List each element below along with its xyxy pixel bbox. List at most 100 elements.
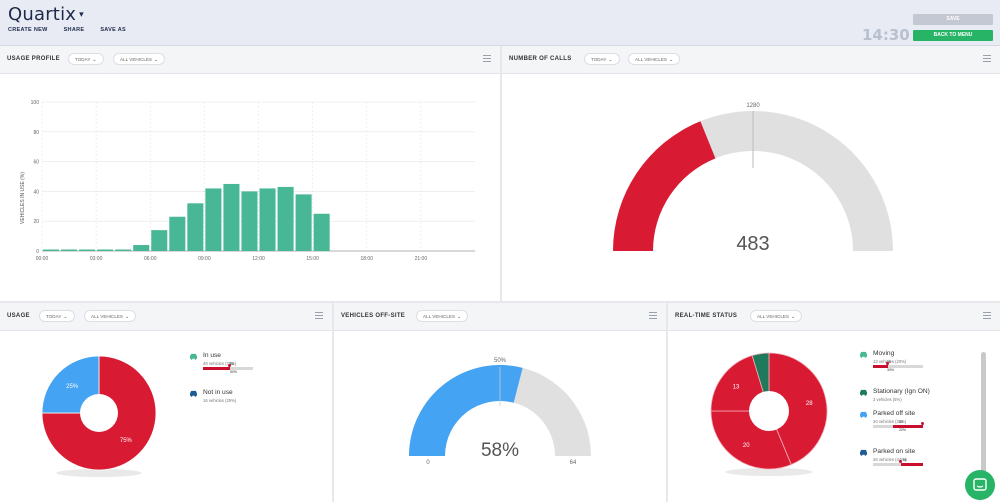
legend-sub: 48 vehicles (75%) bbox=[203, 361, 237, 366]
chevron-down-icon: ⌄ bbox=[92, 57, 97, 63]
save-as-link[interactable]: SAVE AS bbox=[100, 27, 126, 33]
chevron-down-icon: ⌄ bbox=[457, 314, 462, 320]
target-bar-fill bbox=[873, 365, 888, 368]
pie-slice bbox=[710, 354, 770, 412]
y-tick-label: 0 bbox=[36, 249, 39, 255]
menu-icon[interactable] bbox=[315, 312, 323, 319]
usage-profile-chart: VEHICLES IN USE (%) 0 20 40 60 80 100 00:00 03:… bbox=[20, 100, 475, 262]
real-time-status-chart: 28 20 13 bbox=[710, 352, 828, 476]
slice-label: 28 bbox=[806, 401, 813, 407]
car-icon bbox=[860, 411, 867, 418]
chat-icon bbox=[973, 478, 987, 491]
gauge-value: 483 bbox=[736, 233, 769, 255]
scrollbar-thumb[interactable] bbox=[981, 352, 986, 482]
bar bbox=[61, 249, 78, 251]
target-bar-label: 20% bbox=[899, 428, 907, 432]
chat-button[interactable] bbox=[965, 470, 995, 500]
vehicles-filter[interactable]: ALL VEHICLES ⌄ bbox=[84, 310, 137, 322]
target-marker-icon bbox=[228, 364, 231, 367]
x-tick-label: 18:00 bbox=[360, 256, 373, 262]
target-bar-top-label: 50 bbox=[887, 360, 891, 364]
panel-header: USAGE TODAY ⌄ ALL VEHICLES ⌄ bbox=[0, 303, 332, 331]
x-tick-label: 21:00 bbox=[415, 256, 428, 262]
panel-title: USAGE PROFILE bbox=[7, 56, 60, 62]
target-bar-top-label: 50 bbox=[230, 362, 234, 366]
bar bbox=[277, 186, 294, 251]
vehicles-filter[interactable]: ALL VEHICLES ⌄ bbox=[750, 310, 803, 322]
bar bbox=[43, 249, 60, 251]
brand-menu[interactable]: Quartix ▾ bbox=[8, 4, 84, 25]
car-icon bbox=[190, 353, 197, 360]
menu-icon[interactable] bbox=[649, 312, 657, 319]
usage-profile-panel: USAGE PROFILE TODAY ⌄ ALL VEHICLES ⌄ VEHIC… bbox=[0, 46, 500, 301]
gauge-top-label: 50% bbox=[494, 358, 507, 364]
gauge-fill bbox=[409, 365, 523, 456]
panel-title: REAL-TIME STATUS bbox=[675, 313, 738, 319]
vehicles-filter-label: ALL VEHICLES bbox=[757, 314, 790, 319]
top-bar: Quartix ▾ CREATE NEW SHARE SAVE AS 14:30 … bbox=[0, 0, 1000, 46]
panel-header: VEHICLES OFF-SITE ALL VEHICLES ⌄ bbox=[334, 303, 666, 331]
legend-sub: 13 vehicles (20%) bbox=[873, 359, 907, 364]
car-icon bbox=[860, 351, 867, 358]
target-bar-fill bbox=[893, 425, 923, 428]
bar bbox=[151, 230, 168, 251]
target-bar: 50 50% bbox=[203, 362, 253, 374]
vehicles-off-site-panel: VEHICLES OFF-SITE ALL VEHICLES ⌄ 50% 58% … bbox=[334, 303, 666, 502]
x-tick-label: 09:00 bbox=[198, 256, 211, 262]
bar bbox=[205, 188, 222, 251]
menu-icon[interactable] bbox=[483, 55, 491, 62]
vehicles-filter[interactable]: ALL VEHICLES ⌄ bbox=[416, 310, 469, 322]
x-tick-label: 12:00 bbox=[252, 256, 265, 262]
gauge-fill bbox=[613, 121, 716, 251]
period-filter-label: TODAY bbox=[46, 314, 62, 319]
bar bbox=[313, 213, 330, 251]
period-filter-label: TODAY bbox=[75, 57, 91, 62]
vehicles-filter[interactable]: ALL VEHICLES ⌄ bbox=[628, 53, 681, 65]
y-tick-label: 40 bbox=[33, 189, 39, 195]
target-bar-top-label: 50 bbox=[903, 458, 907, 462]
legend-label: Moving bbox=[873, 350, 895, 357]
bar bbox=[115, 249, 132, 251]
number-of-calls-panel: NUMBER OF CALLS TODAY ⌄ ALL VEHICLES ⌄ 128… bbox=[502, 46, 1000, 301]
period-filter[interactable]: TODAY ⌄ bbox=[584, 53, 620, 65]
car-icon bbox=[860, 449, 867, 456]
bar bbox=[241, 191, 258, 251]
share-link[interactable]: SHARE bbox=[63, 27, 85, 33]
target-bar-label: 50% bbox=[230, 370, 238, 374]
legend-label: In use bbox=[203, 352, 221, 359]
gauge-max-label: 1280 bbox=[746, 103, 760, 109]
pie-slice bbox=[41, 355, 100, 414]
period-filter[interactable]: TODAY ⌄ bbox=[39, 310, 75, 322]
period-filter[interactable]: TODAY ⌄ bbox=[68, 53, 104, 65]
calls-gauge: 1280 483 bbox=[613, 103, 893, 255]
menu-icon[interactable] bbox=[983, 312, 991, 319]
create-new-link[interactable]: CREATE NEW bbox=[8, 27, 48, 33]
y-tick-label: 100 bbox=[31, 100, 40, 106]
vehicles-filter-label: ALL VEHICLES bbox=[423, 314, 456, 319]
save-button[interactable]: SAVE bbox=[913, 14, 993, 25]
target-bar: 50 bbox=[873, 458, 923, 466]
chevron-down-icon: ⌄ bbox=[669, 57, 674, 63]
legend-label: Parked off site bbox=[873, 410, 916, 417]
chart-shadow bbox=[56, 469, 142, 477]
chevron-down-icon: ⌄ bbox=[125, 314, 130, 320]
top-menu: CREATE NEW SHARE SAVE AS bbox=[8, 27, 126, 33]
clock: 14:30 bbox=[862, 26, 910, 44]
panel-title: USAGE bbox=[7, 313, 30, 319]
donut-hole bbox=[80, 394, 118, 432]
legend-sub: 28 vehicles (44%) bbox=[873, 457, 907, 462]
slice-label: 13 bbox=[733, 385, 740, 391]
target-marker-icon bbox=[899, 460, 902, 463]
panel-title: NUMBER OF CALLS bbox=[509, 56, 572, 62]
pie-slice bbox=[41, 355, 157, 471]
back-to-menu-button[interactable]: BACK TO MENU bbox=[913, 30, 993, 41]
vehicles-filter[interactable]: ALL VEHICLES ⌄ bbox=[113, 53, 166, 65]
menu-icon[interactable] bbox=[983, 55, 991, 62]
brand-name: Quartix bbox=[8, 4, 77, 25]
panel-header: REAL-TIME STATUS ALL VEHICLES ⌄ bbox=[668, 303, 1000, 331]
x-tick-label: 15:00 bbox=[306, 256, 319, 262]
chevron-down-icon: ⌄ bbox=[791, 314, 796, 320]
chevron-down-icon: ⌄ bbox=[154, 57, 159, 63]
x-tick-label: 00:00 bbox=[36, 256, 49, 262]
